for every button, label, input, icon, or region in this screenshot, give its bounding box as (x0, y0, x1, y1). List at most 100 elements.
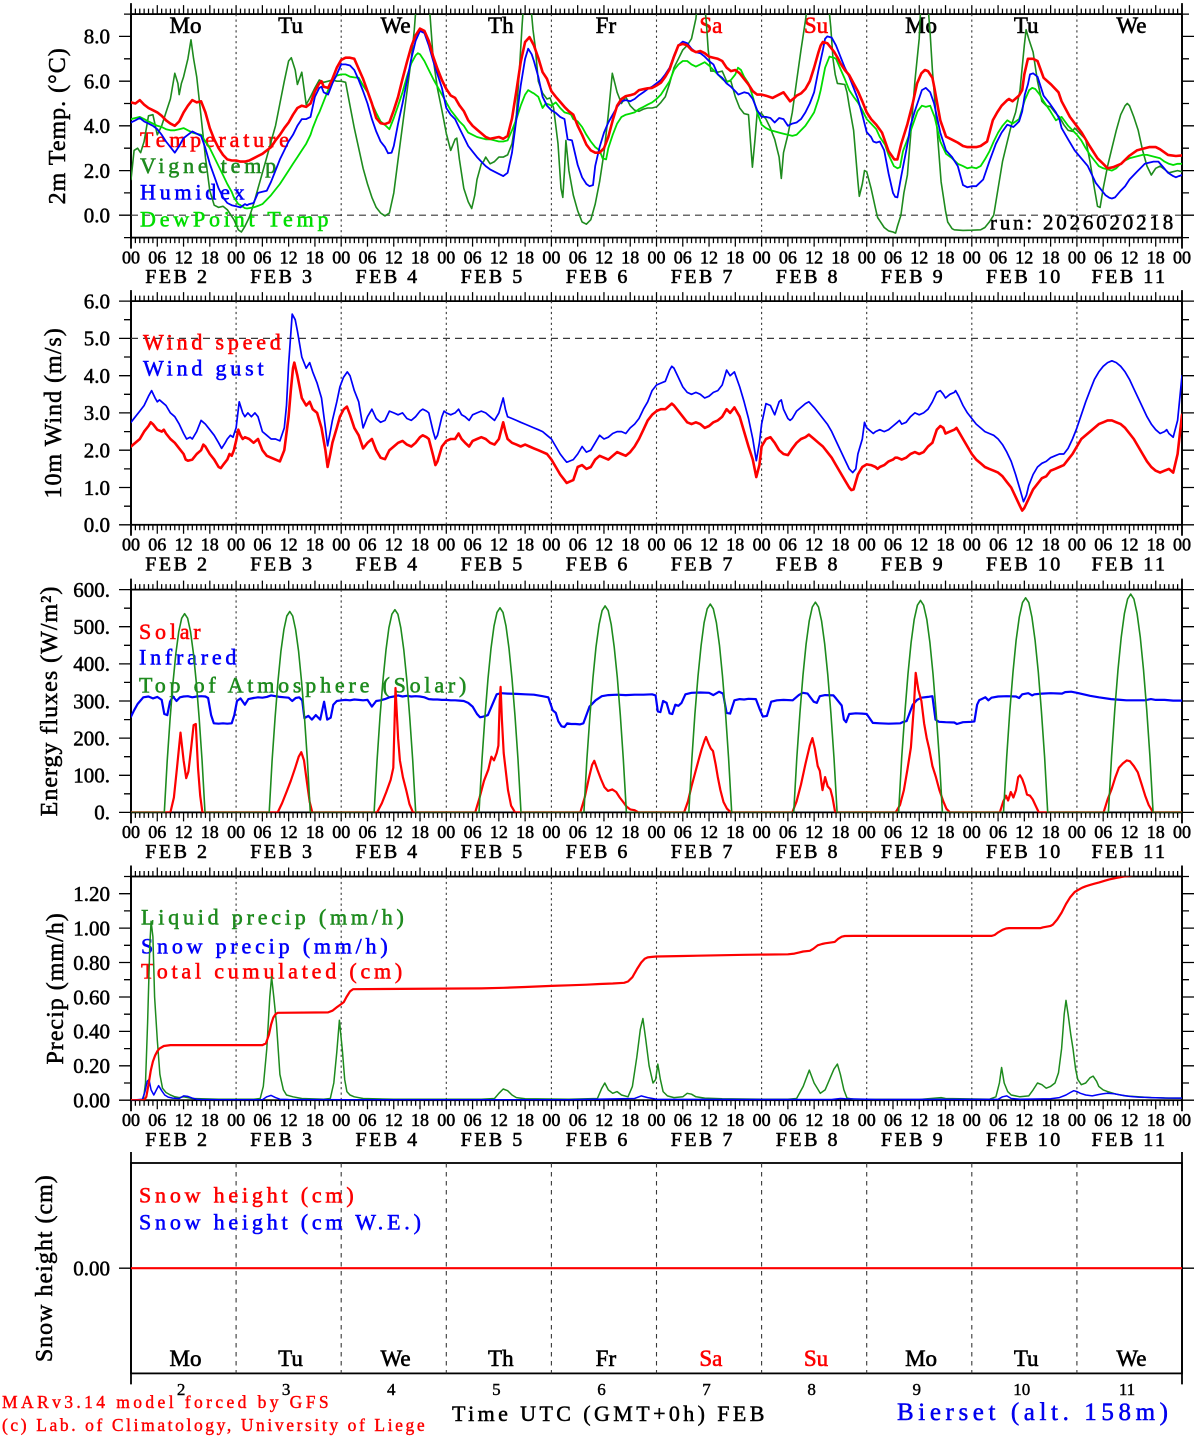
svg-text:18: 18 (621, 247, 639, 267)
svg-text:06: 06 (674, 1110, 692, 1130)
svg-text:06: 06 (569, 247, 587, 267)
svg-text:FEB 9: FEB 9 (881, 266, 945, 288)
svg-text:06: 06 (779, 535, 797, 555)
svg-text:7: 7 (702, 1380, 711, 1399)
svg-text:18: 18 (1042, 247, 1060, 267)
svg-text:00: 00 (332, 1110, 350, 1130)
svg-text:FEB 7: FEB 7 (671, 841, 735, 863)
svg-text:FEB 6: FEB 6 (566, 553, 630, 575)
svg-text:06: 06 (779, 247, 797, 267)
svg-text:11: 11 (1119, 1380, 1135, 1399)
svg-text:FEB 9: FEB 9 (881, 1129, 945, 1151)
svg-text:00: 00 (332, 535, 350, 555)
svg-text:12: 12 (385, 822, 403, 842)
svg-text:12: 12 (910, 822, 928, 842)
svg-text:FEB 2: FEB 2 (145, 841, 209, 863)
svg-text:18: 18 (831, 822, 849, 842)
svg-text:00: 00 (122, 535, 140, 555)
svg-text:Top of Atmosphere (Solar): Top of Atmosphere (Solar) (139, 673, 470, 698)
svg-text:18: 18 (726, 822, 744, 842)
svg-text:Mo: Mo (905, 1346, 937, 1371)
svg-text:0.00: 0.00 (73, 1089, 110, 1113)
svg-text:Tu: Tu (1014, 1346, 1039, 1371)
svg-text:00: 00 (542, 247, 560, 267)
svg-text:18: 18 (937, 247, 955, 267)
svg-text:18: 18 (411, 247, 429, 267)
svg-text:00: 00 (963, 822, 981, 842)
svg-text:00: 00 (122, 247, 140, 267)
svg-text:18: 18 (516, 247, 534, 267)
svg-text:06: 06 (674, 535, 692, 555)
svg-text:We: We (381, 1346, 411, 1371)
svg-text:500.: 500. (73, 615, 110, 639)
svg-text:18: 18 (1042, 822, 1060, 842)
svg-text:2m Temp. (°C): 2m Temp. (°C) (45, 47, 71, 204)
svg-text:18: 18 (306, 247, 324, 267)
svg-text:FEB 7: FEB 7 (671, 1129, 735, 1151)
svg-text:6.0: 6.0 (84, 70, 110, 94)
svg-text:FEB 4: FEB 4 (356, 841, 420, 863)
svg-text:600.: 600. (73, 578, 110, 602)
svg-text:06: 06 (359, 822, 377, 842)
svg-text:Sa: Sa (699, 1346, 722, 1371)
svg-text:18: 18 (1147, 535, 1165, 555)
svg-text:00: 00 (648, 247, 666, 267)
svg-text:00: 00 (122, 1110, 140, 1130)
svg-text:Tu: Tu (278, 13, 303, 38)
svg-text:06: 06 (359, 247, 377, 267)
svg-text:12: 12 (910, 1110, 928, 1130)
svg-text:Fr: Fr (596, 13, 617, 38)
svg-text:FEB 6: FEB 6 (566, 841, 630, 863)
svg-text:18: 18 (726, 247, 744, 267)
svg-text:06: 06 (148, 1110, 166, 1130)
svg-text:06: 06 (148, 822, 166, 842)
svg-text:06: 06 (884, 247, 902, 267)
svg-text:Snow precip (mm/h): Snow precip (mm/h) (141, 933, 391, 958)
svg-text:12: 12 (1015, 247, 1033, 267)
svg-text:FEB 2: FEB 2 (145, 553, 209, 575)
svg-text:12: 12 (1121, 247, 1139, 267)
svg-text:06: 06 (779, 1110, 797, 1130)
svg-text:Precip (mm/h): Precip (mm/h) (43, 912, 69, 1064)
svg-text:12: 12 (1121, 535, 1139, 555)
svg-text:18: 18 (621, 822, 639, 842)
svg-text:06: 06 (884, 822, 902, 842)
svg-text:10: 10 (1013, 1380, 1030, 1399)
svg-text:12: 12 (805, 1110, 823, 1130)
svg-text:FEB 10: FEB 10 (986, 841, 1063, 863)
svg-text:12: 12 (280, 247, 298, 267)
svg-text:18: 18 (1147, 247, 1165, 267)
svg-text:12: 12 (1015, 1110, 1033, 1130)
svg-text:Tu: Tu (1014, 13, 1039, 38)
svg-text:Mo: Mo (170, 1346, 202, 1371)
svg-text:FEB 10: FEB 10 (986, 266, 1063, 288)
svg-text:00: 00 (227, 822, 245, 842)
svg-text:0.: 0. (94, 801, 110, 825)
svg-text:12: 12 (280, 1110, 298, 1130)
svg-text:18: 18 (411, 1110, 429, 1130)
svg-text:DewPoint Temp: DewPoint Temp (140, 206, 332, 231)
svg-text:00: 00 (1068, 247, 1086, 267)
svg-text:18: 18 (516, 822, 534, 842)
svg-text:FEB 10: FEB 10 (986, 1129, 1063, 1151)
svg-text:18: 18 (937, 535, 955, 555)
svg-text:12: 12 (385, 1110, 403, 1130)
svg-text:9: 9 (913, 1380, 922, 1399)
svg-text:12: 12 (385, 247, 403, 267)
svg-text:Bierset (alt. 158m): Bierset (alt. 158m) (897, 1399, 1173, 1426)
svg-text:06: 06 (359, 535, 377, 555)
svg-text:06: 06 (674, 247, 692, 267)
svg-text:2.0: 2.0 (84, 159, 110, 183)
svg-text:06: 06 (884, 1110, 902, 1130)
svg-text:Th: Th (488, 13, 514, 38)
svg-text:FEB 4: FEB 4 (356, 553, 420, 575)
svg-text:18: 18 (201, 247, 219, 267)
svg-text:12: 12 (910, 247, 928, 267)
svg-text:00: 00 (1173, 247, 1191, 267)
svg-text:12: 12 (910, 535, 928, 555)
svg-text:FEB 6: FEB 6 (566, 1129, 630, 1151)
svg-text:18: 18 (726, 535, 744, 555)
svg-text:FEB 5: FEB 5 (461, 841, 525, 863)
svg-text:06: 06 (253, 247, 271, 267)
svg-text:12: 12 (595, 1110, 613, 1130)
